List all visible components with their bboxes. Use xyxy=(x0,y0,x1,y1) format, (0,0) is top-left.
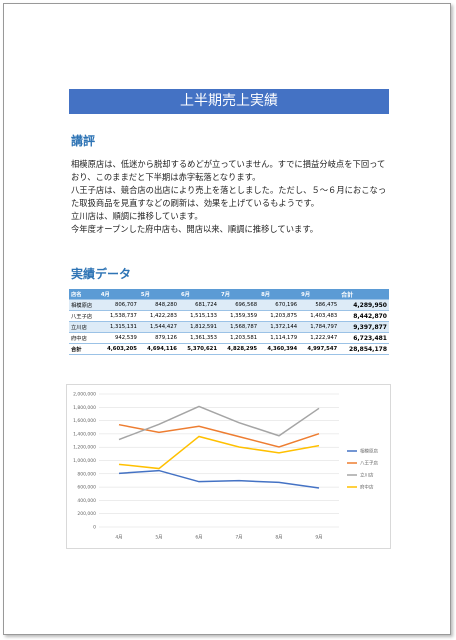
y-tick-label: 0 xyxy=(93,525,96,531)
review-text: 相模原店は、低迷から脱却するめどが立っていません。すでに損益分岐点を下回っており… xyxy=(71,158,393,236)
y-tick-label: 1,600,000 xyxy=(73,418,96,424)
table-cell: 1,222,947 xyxy=(299,332,340,344)
table-row: 合計 4,603,205 4,694,116 5,370,621 4,828,295 4,… xyxy=(69,343,389,355)
table-cell: 4,828,295 xyxy=(219,343,260,355)
legend-label: 立川店 xyxy=(360,472,374,479)
table-row: 八王子店 1,538,737 1,422,283 1,515,133 1,359,359… xyxy=(69,310,389,322)
y-tick-label: 1,200,000 xyxy=(73,445,96,451)
header-cell: 店名 xyxy=(69,289,99,300)
header-cell: 合計 xyxy=(339,289,389,300)
table-cell: 立川店 xyxy=(69,321,99,333)
data-heading: 実績データ xyxy=(71,267,132,281)
table-cell: 4,997,547 xyxy=(299,343,340,355)
table-cell: 6,723,481 xyxy=(339,332,389,344)
table-cell: 1,538,737 xyxy=(98,310,139,322)
table-cell: 8,442,870 xyxy=(339,310,389,322)
paragraph: 立川店は、順調に推移しています。 xyxy=(71,211,203,221)
table-cell: 1,422,283 xyxy=(138,310,179,322)
table-cell: 合計 xyxy=(69,343,99,355)
legend-label: 八王子店 xyxy=(360,460,378,467)
table-cell: 4,603,205 xyxy=(98,343,139,355)
header-cell: 5月 xyxy=(138,289,179,300)
table-cell: 府中店 xyxy=(69,332,99,344)
x-tick-label: 7月 xyxy=(235,535,242,541)
series-line xyxy=(118,469,320,489)
chart-frame xyxy=(66,384,391,549)
title: 上半期売上実績 xyxy=(69,89,389,114)
table-cell: 942,539 xyxy=(98,332,139,344)
table-cell: 八王子店 xyxy=(69,310,99,322)
review-heading: 講評 xyxy=(71,134,96,148)
table-cell: 1,544,427 xyxy=(138,321,179,333)
y-tick-label: 2,000,000 xyxy=(73,392,96,398)
table-cell: 1,203,875 xyxy=(259,310,300,322)
table-cell: 1,203,581 xyxy=(219,332,260,344)
header-cell: 7月 xyxy=(219,289,260,300)
table-cell: 806,707 xyxy=(98,299,139,311)
header-cell: 4月 xyxy=(98,289,139,300)
legend-label: 相模原店 xyxy=(360,448,378,455)
paragraph: 相模原店は、低迷から脱却するめどが立っていません。すでに損益分岐点を下回っており… xyxy=(71,159,386,182)
table-cell: 848,280 xyxy=(138,299,179,311)
table-cell: 1,515,133 xyxy=(178,310,220,322)
sales-table: 店名 4月 5月 6月 7月 8月 9月 合計 相模原店 806,707 848,280 681,72… xyxy=(69,289,389,355)
table-cell: 4,694,116 xyxy=(138,343,179,355)
y-tick-label: 200,000 xyxy=(77,511,96,517)
table-row: 相模原店 806,707 848,280 681,724 696,568 670,196 5… xyxy=(69,299,389,311)
x-tick-label: 4月 xyxy=(115,535,122,541)
table-cell: 9,397,877 xyxy=(339,321,389,333)
series-line xyxy=(118,435,320,470)
y-tick-label: 600,000 xyxy=(77,485,96,491)
table-cell: 879,126 xyxy=(138,332,179,344)
paragraph: 今年度オープンした府中店も、開店以来、順調に推移しています。 xyxy=(71,224,319,234)
header-cell: 6月 xyxy=(178,289,220,300)
table-cell: 4,360,394 xyxy=(259,343,300,355)
table-cell: 1,114,179 xyxy=(259,332,300,344)
table-cell: 1,784,797 xyxy=(299,321,340,333)
table-cell: 相模原店 xyxy=(69,299,99,311)
legend-label: 府中店 xyxy=(360,484,374,491)
document-page: 上半期売上実績 講評 相模原店は、低迷から脱却するめどが立っていません。すでに損… xyxy=(3,3,451,635)
y-tick-label: 1,800,000 xyxy=(73,405,96,411)
y-tick-label: 1,000,000 xyxy=(73,458,96,464)
table-cell: 696,568 xyxy=(219,299,260,311)
series-line xyxy=(118,423,320,448)
table-cell: 681,724 xyxy=(178,299,220,311)
chart: 0 200,000 400,000 600,000 800,000 1,000,000 1,… xyxy=(66,384,391,549)
table-cell: 1,315,131 xyxy=(98,321,139,333)
x-tick-label: 5月 xyxy=(155,535,162,541)
x-tick-label: 8月 xyxy=(275,535,282,541)
table-cell: 5,370,621 xyxy=(178,343,220,355)
table-cell: 586,475 xyxy=(299,299,340,311)
header-cell: 8月 xyxy=(259,289,300,300)
table-cell: 670,196 xyxy=(259,299,300,311)
table-cell: 1,372,144 xyxy=(259,321,300,333)
paragraph: 八王子店は、競合店の出店により売上を落としました。ただし、５～６月におこなった取… xyxy=(71,185,387,208)
table-cell: 28,854,178 xyxy=(339,343,389,355)
y-tick-label: 800,000 xyxy=(77,471,96,477)
table-cell: 1,812,591 xyxy=(178,321,220,333)
header-cell: 9月 xyxy=(299,289,340,300)
x-tick-label: 9月 xyxy=(315,535,322,541)
table-cell: 1,568,787 xyxy=(219,321,260,333)
table-row: 府中店 942,539 879,126 1,361,353 1,203,581 1,114… xyxy=(69,332,389,344)
table-cell: 1,359,359 xyxy=(219,310,260,322)
table-cell: 4,289,950 xyxy=(339,299,389,311)
table-cell: 1,361,353 xyxy=(178,332,220,344)
y-tick-label: 1,400,000 xyxy=(73,431,96,437)
table-cell: 1,403,483 xyxy=(299,310,340,322)
x-tick-label: 6月 xyxy=(195,535,202,541)
y-tick-label: 400,000 xyxy=(77,498,96,504)
table-row: 立川店 1,315,131 1,544,427 1,812,591 1,568,787 1… xyxy=(69,321,389,333)
series-line xyxy=(118,405,320,441)
table-header-row: 店名 4月 5月 6月 7月 8月 9月 合計 xyxy=(69,289,389,300)
